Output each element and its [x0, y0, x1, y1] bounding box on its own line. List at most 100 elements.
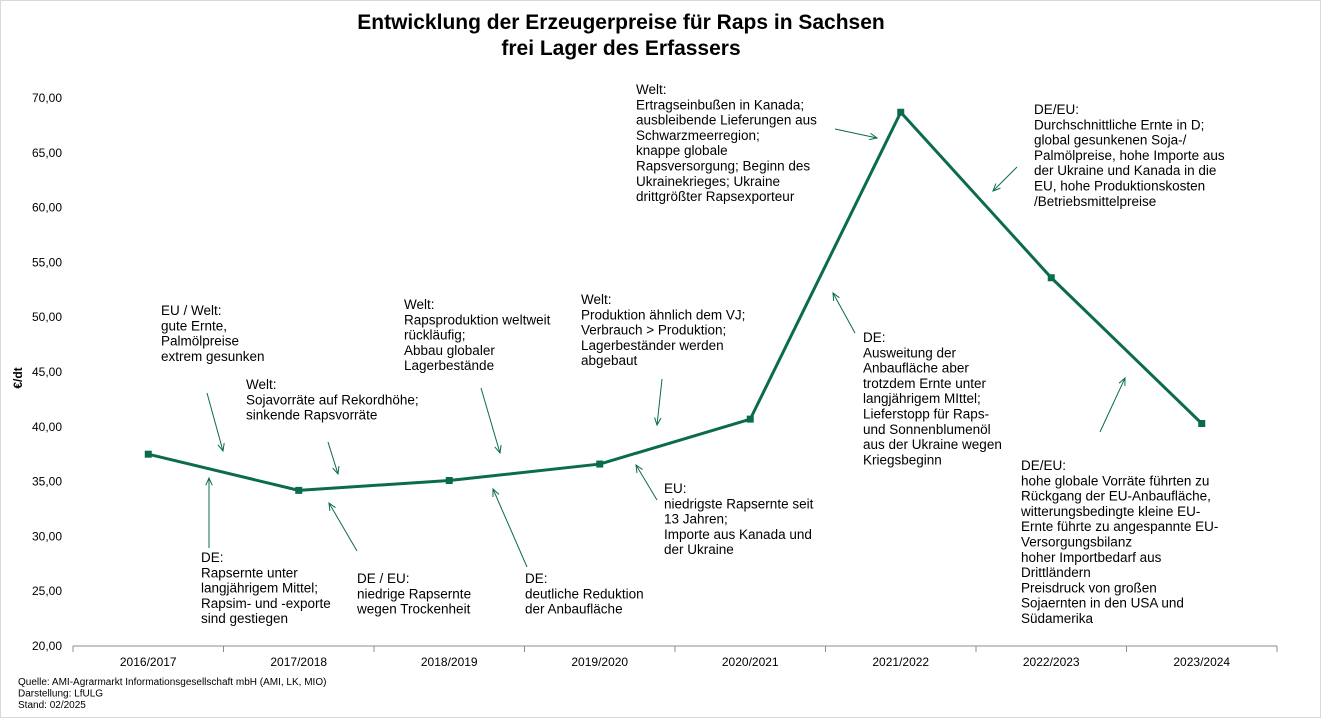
annotation-line: Ertragseinbußen in Kanada;: [636, 97, 804, 112]
annotation-line: Ukrainekrieges; Ukraine: [636, 174, 780, 189]
annotation-line: ausbleibende Lieferungen aus: [636, 113, 817, 128]
annotation-line: knappe globale: [636, 143, 728, 158]
annotation-arrow: [492, 488, 528, 568]
annotation-line: Verbrauch > Produktion;: [581, 323, 726, 338]
annotation-arrow: [656, 378, 663, 426]
data-point: [1198, 420, 1206, 428]
annotation-text: DE: Rapsernte unter langjährigem Mittel; Ra…: [201, 550, 331, 626]
annotation-line: Abbau globaler: [404, 343, 495, 358]
annotation-line: global gesunkenen Soja-/: [1034, 133, 1187, 148]
annotation-line: Rapsversorgung; Beginn des: [636, 159, 810, 174]
annotation-line: der Ukraine: [664, 542, 734, 557]
annotation-line: aus der Ukraine wegen: [863, 437, 1002, 452]
source-notes: Quelle: AMI-Agrarmarkt Informationsgesel…: [18, 677, 326, 711]
arrow-head: [832, 291, 840, 302]
y-tick-label: 40,00: [32, 420, 62, 434]
annotation-text: EU: niedrigste Rapsernte seit 13 Jahren; Im…: [664, 481, 814, 557]
x-tick-label: 2022/2023: [1023, 655, 1080, 669]
annotation-line: Lagerbestände: [404, 358, 494, 373]
annotation-line: wegen Trockenheit: [356, 602, 471, 617]
annotation-line: extrem gesunken: [161, 349, 265, 364]
arrow-head: [654, 417, 662, 427]
y-tick-label: 65,00: [32, 146, 62, 160]
arrow-head: [217, 443, 225, 453]
arrow-head: [332, 465, 340, 476]
annotation-line: Welt:: [581, 292, 612, 307]
series-line: [144, 108, 1206, 494]
annotation-line: niedrige Rapsernte: [357, 586, 471, 601]
arrow-head: [992, 183, 1001, 192]
annotation-line: drittgrößter Rapsexporteur: [636, 189, 795, 204]
y-tick-label: 20,00: [32, 639, 62, 653]
y-tick-label: 45,00: [32, 365, 62, 379]
annotation-line: hoher Importbedarf aus: [1021, 550, 1162, 565]
y-tick-label: 60,00: [32, 201, 62, 215]
arrow-head: [869, 132, 879, 141]
annotation-arrow: [206, 392, 224, 452]
data-point: [596, 460, 604, 468]
data-point: [897, 108, 905, 116]
annotation-line: gute Ernte,: [161, 318, 227, 333]
annotation-text: Welt: Ertragseinbußen in Kanada; ausbleibe…: [636, 82, 817, 204]
annotation-arrow: [834, 128, 878, 139]
y-tick-label: 35,00: [32, 475, 62, 489]
annotation-line: niedrigste Rapsernte seit: [664, 496, 814, 511]
y-axis-label: €/dt: [11, 367, 25, 388]
annotation-line: Lagerbeständer werden: [581, 338, 724, 353]
arrow-head: [205, 476, 213, 486]
annotation-arrows: [205, 128, 1126, 568]
annotation-line: und Sonnenblumenöl: [863, 422, 991, 437]
x-tick-labels: 2016/2017 2017/2018 2018/2019 2019/2020 2020…: [120, 655, 1231, 669]
source-note: Darstellung: LfULG: [18, 689, 103, 700]
annotation-arrow: [992, 166, 1018, 192]
annotation-arrow: [1099, 377, 1126, 433]
annotation-line: DE:: [201, 550, 224, 565]
annotation-line: hohe globale Vorräte führten zu: [1021, 473, 1209, 488]
arrow-head: [1118, 376, 1126, 387]
annotation-line: langjährigem MIttel;: [863, 391, 981, 406]
data-point: [445, 477, 453, 485]
y-tick-label: 70,00: [32, 91, 62, 105]
annotation-line: Preisdruck von großen: [1021, 580, 1157, 595]
data-point: [144, 450, 152, 458]
annotation-line: Durchschnittliche Ernte in D;: [1034, 117, 1204, 132]
annotation-text: DE: deutliche Reduktion der Anbaufläche: [525, 571, 644, 617]
annotation-line: DE/EU:: [1021, 458, 1066, 473]
annotation-text: Welt: Sojavorräte auf Rekordhöhe; sinkende…: [246, 377, 419, 423]
series-path: [147, 110, 1203, 492]
annotation-line: abgebaut: [581, 353, 638, 368]
annotation-line: sinkende Rapsvorräte: [246, 408, 377, 423]
x-tick-label: 2023/2024: [1173, 655, 1230, 669]
arrow-head: [492, 487, 500, 498]
chart-title: Entwicklung der Erzeugerpreise für Raps …: [357, 11, 884, 60]
annotation-text: Welt: Rapsproduktion weltweit rückläufig; A…: [404, 297, 551, 373]
x-tick-label: 2016/2017: [120, 655, 177, 669]
annotation-line: Rapsproduktion weltweit: [404, 312, 551, 327]
annotation-arrow: [327, 441, 339, 475]
y-tick-label: 30,00: [32, 529, 62, 543]
annotation-arrow: [635, 464, 658, 501]
annotation-line: DE:: [863, 330, 886, 345]
annotation-line: 13 Jahren;: [664, 512, 728, 527]
annotation-line: EU, hohe Produktionskosten: [1034, 179, 1205, 194]
annotation-line: Kriegsbeginn: [863, 452, 942, 467]
x-tick-label: 2021/2022: [872, 655, 929, 669]
data-point: [295, 486, 303, 494]
annotation-text: DE/EU: Durchschnittliche Ernte in D; globa…: [1034, 102, 1225, 209]
annotation-line: Versorgungsbilanz: [1021, 535, 1132, 550]
annotation-line: Sojaernten in den USA und: [1021, 596, 1184, 611]
data-point: [1047, 274, 1055, 282]
annotation-line: der Anbaufläche: [525, 602, 623, 617]
annotation-line: Palmölpreise, hohe Importe aus: [1034, 148, 1225, 163]
annotation-text: Welt: Produktion ähnlich dem VJ; Verbrauch…: [581, 292, 745, 368]
annotation-line: /Betriebsmittelpreise: [1034, 194, 1156, 209]
source-note: Quelle: AMI-Agrarmarkt Informationsgesel…: [18, 677, 326, 688]
y-tick-label: 25,00: [32, 584, 62, 598]
annotation-arrow: [480, 387, 501, 454]
annotation-line: Drittländern: [1021, 565, 1091, 580]
annotation-line: EU:: [664, 481, 687, 496]
annotation-line: Palmölpreise: [161, 334, 239, 349]
annotation-line: sind gestiegen: [201, 611, 288, 626]
annotation-line: Produktion ähnlich dem VJ;: [581, 307, 745, 322]
